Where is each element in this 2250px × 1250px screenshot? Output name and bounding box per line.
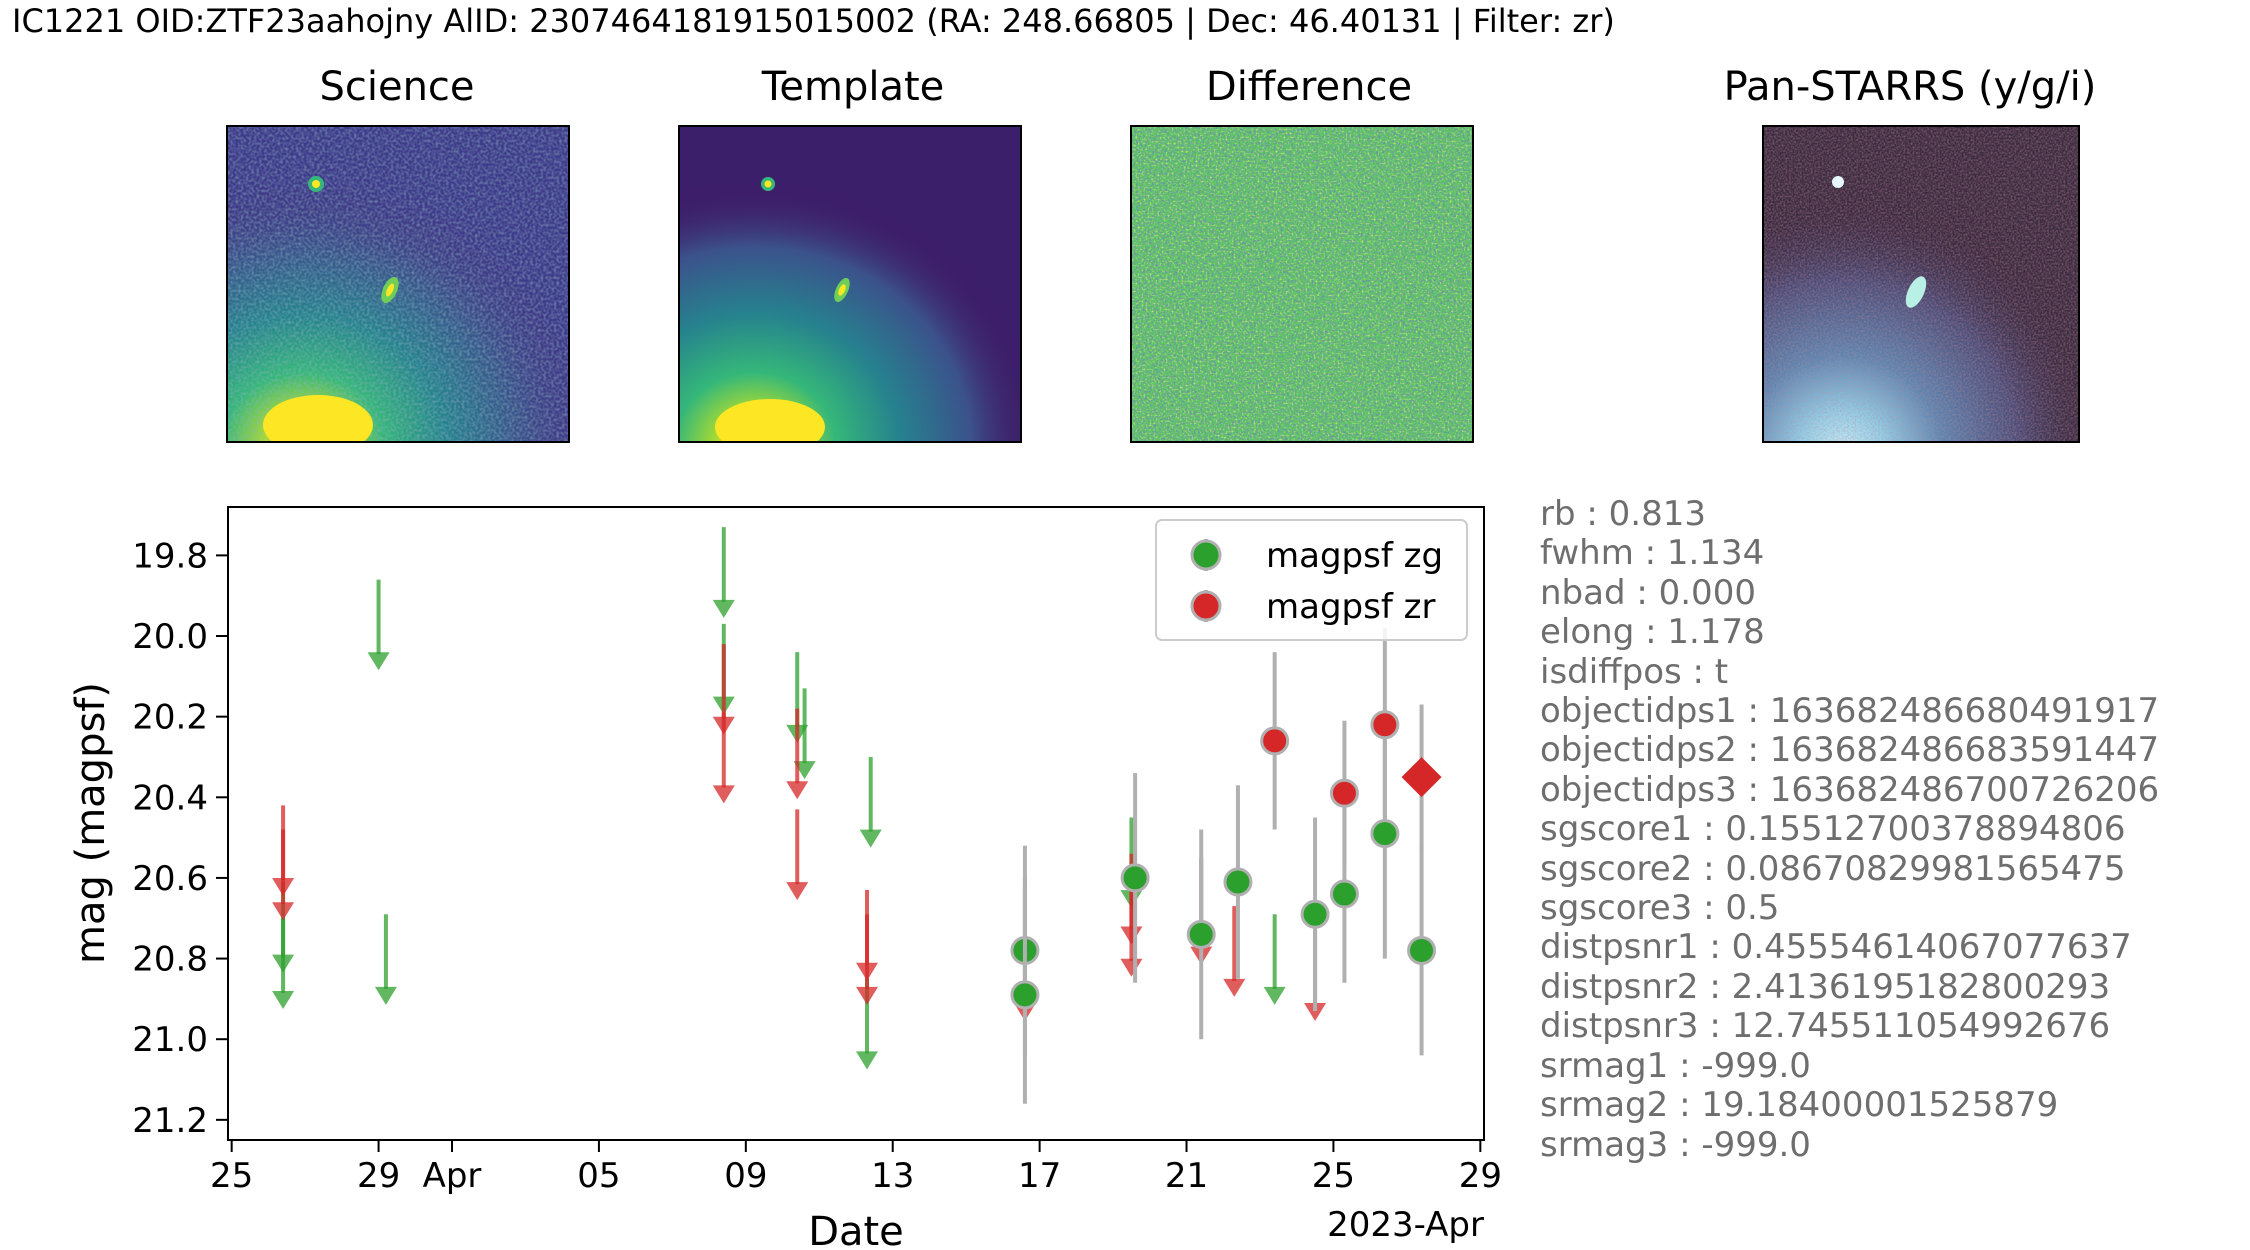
upper-limit-head: [1263, 986, 1286, 1005]
current-alert-marker: [1401, 757, 1442, 798]
difference-title: Difference: [1205, 64, 1413, 110]
meta-srmag1: srmag1 : -999.0: [1540, 1045, 1811, 1086]
upper-limit-head: [272, 990, 295, 1009]
metadata-panel: rb : 0.813 fwhm : 1.134 nbad : 0.000 elo…: [1540, 494, 2160, 1165]
x-tick-label: 13: [871, 1156, 914, 1196]
y-tick-label: 20.8: [132, 940, 208, 980]
detection-marker: [1186, 919, 1216, 949]
detection-marker: [1329, 879, 1359, 909]
y-tick-label: 21.2: [132, 1101, 208, 1141]
meta-srmag2: srmag2 : 19.18400001525879: [1540, 1085, 2059, 1126]
x-tick-label: 25: [210, 1156, 253, 1196]
x-tick-label: 05: [577, 1156, 620, 1196]
meta-distpsnr1: distpsnr1 : 0.45554614067077637: [1540, 927, 2132, 968]
meta-sgscore1: sgscore1 : 0.15512700378894806: [1540, 809, 2126, 850]
legend-zr-marker: [1190, 590, 1222, 622]
legend-frame: [1155, 519, 1468, 641]
y-axis-label: mag (magpsf): [68, 682, 114, 964]
meta-sgscore2: sgscore2 : 0.08670829981565475: [1540, 848, 2126, 889]
upper-limit-head: [272, 902, 295, 921]
template-title: Template: [761, 64, 945, 110]
legend: magpsf zg magpsf zr: [1155, 519, 1468, 641]
detection-marker: [1329, 778, 1359, 808]
upper-limit-head: [1304, 1003, 1327, 1022]
x-tick-label: 29: [1459, 1156, 1502, 1196]
x-tick-label: 21: [1165, 1156, 1208, 1196]
page-title: IC1221 OID:ZTF23aahojny AlID: 2307464181…: [12, 2, 1615, 40]
meta-distpsnr2: distpsnr2 : 2.4136195182800293: [1540, 966, 2111, 1007]
y-tick-label: 21.0: [132, 1020, 208, 1060]
meta-srmag3: srmag3 : -999.0: [1540, 1124, 1811, 1165]
upper-limit-head: [786, 781, 809, 800]
x-tick-label: 09: [724, 1156, 767, 1196]
template-cutout: [678, 125, 1022, 443]
plot-frame: [227, 506, 1485, 1141]
upper-limit-head: [712, 599, 735, 618]
upper-limit-head: [1120, 958, 1143, 977]
upper-limit-head: [374, 986, 397, 1005]
upper-limit-head: [859, 829, 882, 848]
difference-cutout: [1130, 125, 1474, 443]
meta-nbad: nbad : 0.000: [1540, 572, 1756, 613]
panstarrs-title: Pan-STARRS (y/g/i): [1723, 64, 2097, 110]
detection-marker: [1260, 726, 1290, 756]
legend-zg-label: magpsf zg: [1266, 536, 1443, 576]
panstarrs-cutout: [1762, 125, 2080, 443]
detection-marker: [1120, 863, 1150, 893]
detection-marker: [1223, 867, 1253, 897]
meta-objectidps2: objectidps2 : 163682486683591447: [1540, 730, 2160, 771]
series-zr-detections: [1260, 627, 1442, 866]
upper-limit-head: [712, 785, 735, 804]
detection-marker: [1407, 936, 1437, 966]
meta-fwhm: fwhm : 1.134: [1540, 533, 1765, 574]
legend-zg-marker: [1190, 539, 1222, 571]
legend-zr-label: magpsf zr: [1266, 587, 1435, 627]
upper-limit-head: [856, 986, 879, 1005]
upper-limit-head: [1223, 978, 1246, 997]
y-tick-label: 20.2: [132, 698, 208, 738]
science-cutout: [226, 125, 570, 443]
upper-limit-head: [367, 652, 390, 671]
axes: 25 29 Apr 05 09 13 17 21 25 29 19.8 20.0 20.2 20.4 20.…: [132, 536, 1502, 1196]
x-tick-label: Apr: [423, 1156, 482, 1196]
meta-distpsnr3: distpsnr3 : 12.745511054992676: [1540, 1006, 2111, 1047]
meta-elong: elong : 1.178: [1540, 612, 1765, 653]
science-title: Science: [319, 64, 475, 110]
meta-sgscore3: sgscore3 : 0.5: [1540, 888, 1780, 929]
series-zg-detections: [1010, 708, 1437, 1104]
meta-rb: rb : 0.813: [1540, 494, 1706, 534]
x-tick-label: 25: [1312, 1156, 1355, 1196]
meta-objectidps1: objectidps1 : 163682486680491917: [1540, 691, 2160, 732]
x-tick-label: 17: [1018, 1156, 1061, 1196]
lightcurve-plot-area: [272, 527, 1442, 1104]
upper-limit-head: [786, 882, 809, 901]
y-tick-label: 20.4: [132, 778, 208, 818]
meta-isdiffpos: isdiffpos : t: [1540, 651, 1729, 692]
detection-marker: [1010, 980, 1040, 1010]
x-tick-label: 29: [357, 1156, 400, 1196]
x-offset-label: 2023-Apr: [1327, 1205, 1484, 1245]
y-tick-label: 19.8: [132, 536, 208, 576]
y-tick-label: 20.0: [132, 617, 208, 657]
x-axis-label: Date: [808, 1209, 904, 1250]
meta-objectidps3: objectidps3 : 163682486700726206: [1540, 769, 2160, 810]
detection-marker: [1300, 899, 1330, 929]
detection-marker: [1370, 819, 1400, 849]
upper-limit-head: [856, 1051, 879, 1070]
y-tick-label: 20.6: [132, 859, 208, 899]
detection-marker: [1370, 710, 1400, 740]
